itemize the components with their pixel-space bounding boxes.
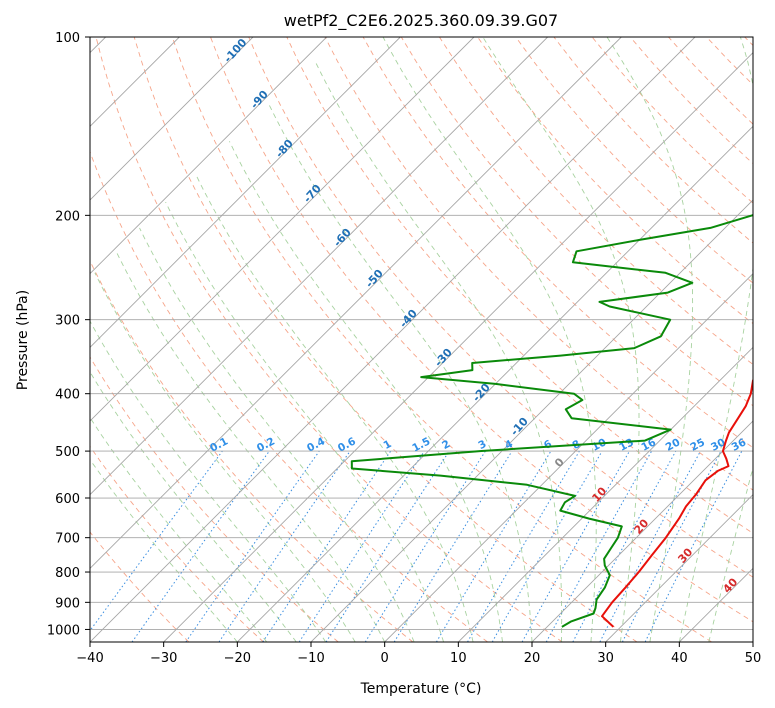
- mixing-ratio-line: [131, 450, 270, 642]
- dry-adiabat-line: [210, 37, 753, 623]
- x-tick-label: 0: [381, 651, 389, 666]
- moist-adiabat-line: [165, 201, 445, 642]
- isobar-gridlines: [90, 37, 753, 630]
- y-tick-label: 100: [55, 31, 80, 46]
- mixing-ratio-line: [325, 450, 450, 642]
- mixing-ratio-line: [644, 450, 743, 642]
- y-tick-label: 800: [55, 566, 80, 581]
- mixing-ratio-line: [393, 450, 513, 642]
- moist-adiabat-line: [139, 227, 415, 642]
- x-tick-label: −20: [224, 651, 251, 666]
- moist-adiabat-line: [194, 173, 474, 642]
- dry-adiabat-line: [90, 445, 264, 642]
- dry-adiabat-line: [171, 37, 712, 642]
- x-tick-label: 20: [524, 651, 541, 666]
- temperature-line: [601, 378, 753, 628]
- mixing-ratio-line: [90, 450, 223, 632]
- y-tick-label: 600: [55, 492, 80, 507]
- x-tick-label: −30: [150, 651, 177, 666]
- moist-adiabat-line: [482, 37, 640, 642]
- x-tick-label: −10: [297, 651, 324, 666]
- isotherm-line: [605, 494, 753, 642]
- x-tick-label: 30: [597, 651, 614, 666]
- moist-adiabat-line: [382, 37, 597, 642]
- dry-adiabat-line: [90, 356, 339, 642]
- isotherm-line: [90, 37, 622, 569]
- isotherm-line: [90, 37, 327, 275]
- y-tick-label: 1000: [47, 623, 80, 638]
- moist-adiabat-line: [314, 61, 563, 642]
- profile-series: [350, 213, 753, 628]
- dry-adiabat-line: [90, 150, 488, 642]
- x-tick-label: −40: [76, 651, 103, 666]
- dry-adiabat-line: [90, 531, 190, 642]
- y-tick-label: 200: [55, 209, 80, 224]
- dry-adiabat-line: [95, 37, 563, 642]
- y-tick-label: 500: [55, 445, 80, 460]
- dry-adiabat-line: [439, 37, 753, 365]
- dry-adiabat-line: [400, 37, 753, 407]
- moist-adiabat-line: [94, 272, 356, 642]
- isotherm-line: [90, 37, 401, 348]
- isotherm-line: [310, 199, 753, 642]
- moist-adiabat-line: [90, 416, 268, 642]
- dry-adiabat-line: [515, 37, 753, 284]
- y-tick-label: 700: [55, 532, 80, 547]
- x-axis: −40 −30 −20 −10 0 10 20 30 40 50: [76, 642, 761, 666]
- moist-adiabat-line: [90, 458, 238, 642]
- x-tick-label: 10: [450, 651, 467, 666]
- isotherm-line: [237, 125, 753, 642]
- x-axis-label: Temperature (°C): [360, 681, 482, 697]
- x-tick-label: 50: [745, 651, 762, 666]
- y-axis-label: Pressure (hPa): [15, 290, 31, 390]
- plot-content: -100-90-80-70-60-50-40-30-20-10010203040…: [90, 37, 753, 642]
- plot-area: [90, 37, 753, 642]
- chart-title: wetPf2_C2E6.2025.360.09.39.G07: [284, 11, 558, 31]
- isotherm-line: [90, 37, 475, 422]
- mixing-ratio-line: [218, 450, 351, 642]
- mixing-ratio-line: [185, 450, 320, 642]
- isotherm-line: [531, 420, 753, 642]
- isotherm-line: [90, 37, 254, 201]
- mixing-ratio-line: [572, 450, 677, 642]
- x-tick-label: 40: [671, 651, 688, 666]
- isotherm-line: [90, 37, 548, 496]
- mixing-ratio-line: [298, 450, 425, 642]
- moist-adiabat-line: [268, 104, 533, 642]
- dry-adiabat-line: [133, 37, 638, 642]
- y-tick-label: 300: [55, 314, 80, 329]
- mixing-ratio-lines: [90, 450, 743, 642]
- moist-adiabat-line: [606, 37, 694, 642]
- isotherm-line: [384, 273, 753, 642]
- mixing-ratio-line: [521, 450, 630, 642]
- y-tick-label: 900: [55, 596, 80, 611]
- dewpoint-line: [350, 213, 753, 628]
- moist-adiabats: [90, 37, 753, 642]
- isotherm-line: [163, 52, 753, 642]
- plot-frame: [89, 36, 754, 643]
- moist-adiabat-line: [115, 251, 386, 642]
- mixing-ratio-line: [545, 450, 653, 642]
- isotherm-line: [458, 346, 753, 642]
- mixing-ratio-line: [262, 450, 392, 642]
- y-tick-label: 400: [55, 388, 80, 403]
- isotherms: [90, 37, 753, 642]
- dry-adiabat-line: [248, 37, 753, 578]
- isotherm-line: [90, 37, 696, 642]
- y-axis: 100 200 300 400 500 600 700 800 900 1000: [47, 31, 90, 638]
